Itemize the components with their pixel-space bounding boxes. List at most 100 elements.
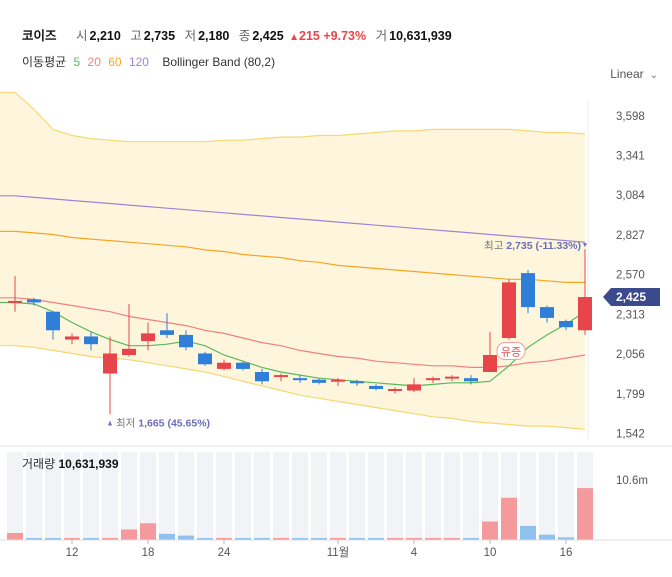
volume-bar[interactable]	[368, 452, 384, 540]
volume-bar[interactable]	[216, 452, 232, 540]
candle[interactable]	[274, 373, 288, 382]
candle[interactable]	[445, 375, 459, 382]
candle[interactable]	[27, 297, 41, 306]
volume-bar[interactable]	[558, 452, 574, 540]
candle-body	[198, 353, 212, 365]
candle[interactable]	[103, 336, 117, 415]
volume-bar[interactable]	[7, 452, 23, 540]
volume-bar-bg	[368, 452, 384, 540]
volume-bar-fill	[311, 538, 327, 540]
volume-bar[interactable]	[83, 452, 99, 540]
candle[interactable]	[521, 270, 535, 314]
volume-bar[interactable]	[577, 452, 593, 540]
volume-bar[interactable]	[254, 452, 270, 540]
volume-bar[interactable]	[45, 452, 61, 540]
high-annotation: 최고 2,735 (-11.33%)	[484, 240, 581, 252]
volume-bar-bg	[425, 452, 441, 540]
candle[interactable]	[236, 361, 250, 371]
price-tick-label: 3,084	[616, 190, 645, 202]
stock-name[interactable]: 코이즈	[22, 29, 57, 43]
volume-bar[interactable]	[406, 452, 422, 540]
candle[interactable]	[312, 378, 326, 385]
bollinger-legend[interactable]: Bollinger Band (80,2)	[162, 55, 276, 69]
candle[interactable]	[559, 319, 573, 331]
candle[interactable]	[369, 384, 383, 391]
volume-bar[interactable]	[178, 452, 194, 540]
volume-bar[interactable]	[463, 452, 479, 540]
ma60-legend[interactable]: 60	[108, 55, 122, 69]
candle[interactable]	[160, 313, 174, 338]
volume-bar[interactable]	[539, 452, 555, 540]
candle[interactable]	[255, 368, 269, 385]
candle[interactable]	[122, 304, 136, 357]
volume-bar-fill	[349, 538, 365, 540]
candle-body	[141, 333, 155, 342]
price-tick-label: 1,542	[616, 429, 645, 441]
volume-bar[interactable]	[64, 452, 80, 540]
volume-bar[interactable]	[26, 452, 42, 540]
candle[interactable]	[141, 322, 155, 351]
candle[interactable]	[46, 311, 60, 340]
scale-selector[interactable]: Linear ⌄	[610, 67, 658, 81]
candle[interactable]	[331, 378, 345, 386]
volume-bar[interactable]	[121, 452, 137, 540]
candle[interactable]	[464, 375, 478, 385]
volume-bar-bg	[444, 452, 460, 540]
volume-bar-bg	[292, 452, 308, 540]
volume-bar[interactable]	[102, 452, 118, 540]
volume-bar[interactable]	[520, 452, 536, 540]
volume-bar[interactable]	[482, 452, 498, 540]
volume-bar[interactable]	[140, 452, 156, 540]
volume-bar[interactable]	[292, 452, 308, 540]
volume-bar[interactable]	[235, 452, 251, 540]
candle[interactable]	[350, 379, 364, 386]
candle[interactable]	[483, 331, 497, 372]
volume-bar[interactable]	[330, 452, 346, 540]
candle[interactable]	[407, 378, 421, 393]
volume-bar-fill	[26, 538, 42, 540]
volume-bar-fill	[539, 534, 555, 540]
candle[interactable]	[540, 305, 554, 323]
ma120-legend[interactable]: 120	[128, 55, 149, 69]
candle[interactable]	[502, 279, 516, 340]
volume-bar[interactable]	[387, 452, 403, 540]
chevron-down-icon: ⌄	[649, 70, 658, 81]
volume-bar[interactable]	[444, 452, 460, 540]
volume-bar-fill	[216, 538, 232, 540]
ma20-legend[interactable]: 20	[87, 55, 101, 69]
volume-bar-fill	[387, 538, 403, 540]
candle[interactable]	[293, 375, 307, 383]
candle[interactable]	[388, 387, 402, 394]
ma5-legend[interactable]: 5	[73, 55, 81, 69]
candle[interactable]	[217, 359, 231, 371]
volume-bar-fill	[520, 525, 536, 540]
volume-bar[interactable]	[349, 452, 365, 540]
scale-value: Linear	[610, 67, 644, 81]
price-tick-label: 2,313	[616, 309, 645, 321]
candle[interactable]	[179, 330, 193, 351]
candle-body	[160, 330, 174, 335]
candle[interactable]	[426, 376, 440, 383]
candle[interactable]	[198, 351, 212, 366]
candle-body	[255, 372, 269, 382]
volume-bar[interactable]	[273, 452, 289, 540]
bollinger-band	[0, 91, 589, 440]
volume-bar[interactable]	[501, 452, 517, 540]
volume-bar-fill	[444, 538, 460, 540]
volume-bar-fill	[463, 538, 479, 540]
volume-bar[interactable]	[159, 452, 175, 540]
candle-body	[179, 334, 193, 348]
candle[interactable]	[8, 276, 22, 312]
candle[interactable]	[578, 249, 592, 335]
volume-bar[interactable]	[311, 452, 327, 540]
volume-bar[interactable]	[425, 452, 441, 540]
volume-bar[interactable]	[197, 452, 213, 540]
event-badge[interactable]	[496, 342, 526, 361]
close-label: 종	[238, 29, 251, 43]
high-marker-icon	[583, 243, 587, 248]
ohlc-summary: 코이즈 시 2,210 고 2,735 저 2,180 종 2,425 ▲215 +9.…	[22, 25, 452, 44]
candle[interactable]	[84, 331, 98, 351]
candle[interactable]	[65, 333, 79, 345]
volume-panel: 거래량 10,631,939 10.6m	[0, 445, 672, 540]
